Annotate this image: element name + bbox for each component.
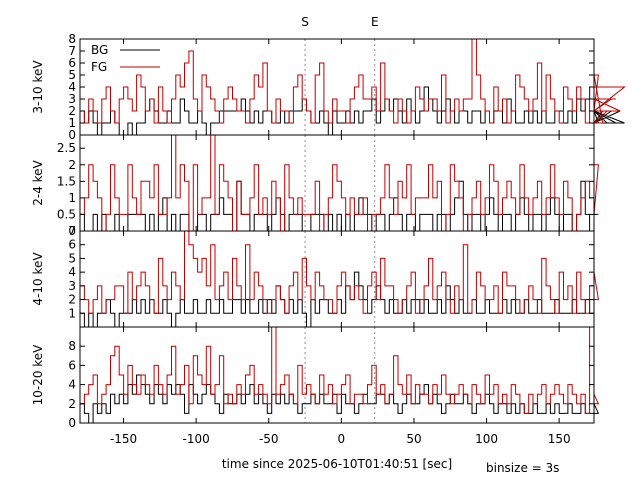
x-tick-label: 50 [406,432,421,446]
y-tick-label: 5 [68,68,76,82]
x-tick-label: -100 [183,432,210,446]
series-fg-panel-2 [80,134,599,232]
y-tick-label: 1 [68,306,76,320]
series-fg-panel-3 [80,230,599,314]
legend: BG FG [91,43,160,74]
marker-label-e: E [371,15,379,29]
y-tick-label: 2 [68,397,76,411]
series-bg-panel-4 [80,374,600,424]
y-tick-label: 0.5 [57,207,76,221]
y-tick-label: 4 [68,265,76,279]
binsize-label: binsize = 3s [486,461,559,475]
y-tick-label: 1 [68,116,76,130]
panel-2: 0 0.5 1 1.5 2 2.5 2-4 keV [31,134,599,238]
y-tick-label: 7 [68,44,76,58]
y-tick-label: 1.5 [57,174,76,188]
y-axis-label-panel-4: 10-20 keV [31,344,45,406]
x-tick-label: 0 [338,432,346,446]
x-tick-label: -150 [110,432,137,446]
series-fg-panel-4 [80,326,600,414]
y-tick-label: 0 [68,128,76,142]
x-axis: -150 -100 -50 0 50 100 150 S E [110,15,571,446]
y-tick-label: 4 [68,378,76,392]
y-tick-label: 6 [68,358,76,372]
y-tick-label: 3 [68,279,76,293]
marker-label-s: S [301,15,309,29]
y-tick-label: 1 [68,191,76,205]
y-tick-label: 5 [68,251,76,265]
legend-label-bg: BG [91,43,108,57]
y-tick-label: 6 [68,56,76,70]
y-tick-label: 6 [68,238,76,252]
y-tick-label: 7 [68,224,76,238]
y-tick-label: 0 [68,224,76,238]
y-tick-label: 3 [68,92,76,106]
x-axis-label: time since 2025-06-10T01:40:51 [sec] [222,457,452,471]
panel-4: 0 2 4 6 8 10-20 keV [31,326,600,430]
x-tick-label: 150 [548,432,571,446]
x-tick-label: -50 [259,432,279,446]
y-tick-label: 2 [68,293,76,307]
y-axis-label-panel-1: 3-10 keV [31,60,45,114]
y-tick-label: 2 [68,158,76,172]
y-axis-label-panel-3: 4-10 keV [31,252,45,306]
legend-label-fg: FG [91,60,107,74]
series-bg-panel-2 [80,180,599,232]
y-tick-label: 8 [68,32,76,46]
y-tick-label: 4 [68,80,76,94]
y-tick-label: 0 [68,416,76,430]
y-tick-label: 2 [68,104,76,118]
series-fg-panel-1 [80,38,626,124]
y-tick-label: 8 [68,339,76,353]
x-tick-label: 100 [475,432,498,446]
y-tick-label: 2.5 [57,141,76,155]
panel-frame-4 [79,326,595,424]
y-axis-label-panel-2: 2-4 keV [31,159,45,205]
